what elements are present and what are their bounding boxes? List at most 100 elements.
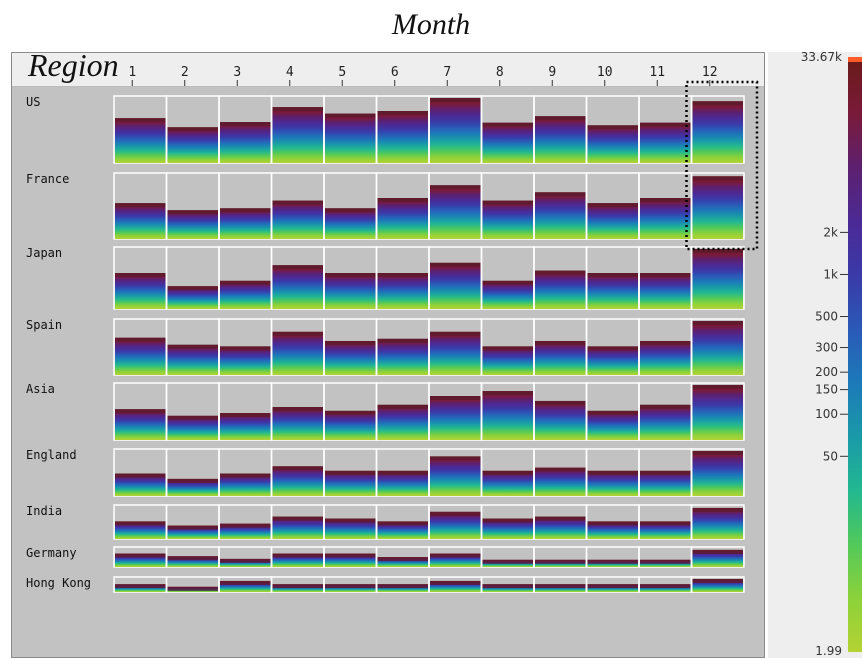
cell-bar[interactable] [325,273,376,309]
cell-bar[interactable] [272,200,324,239]
cell-bar[interactable] [535,116,586,163]
cell-bar[interactable] [272,516,324,539]
cell-bar[interactable] [482,122,534,163]
cell-bar[interactable] [535,340,586,375]
cell-bar[interactable] [482,200,534,239]
row-label: France [26,172,69,186]
cell-bar[interactable] [587,346,639,375]
cell-bar-top [430,98,481,102]
cell-bar[interactable] [640,470,691,496]
cell-bar-top [640,404,691,409]
cell-bar-top [482,346,533,351]
cell-bar[interactable] [640,340,691,375]
cell-bar[interactable] [220,580,271,592]
cell-bar[interactable] [430,396,481,440]
cell-bar[interactable] [640,521,691,539]
cell-bar-top [535,270,586,275]
cell-bar-top [430,262,481,267]
cell-bar[interactable] [692,507,744,539]
cell-bar[interactable] [640,273,691,309]
cell-bar[interactable] [115,337,166,375]
cell-bar[interactable] [430,98,481,163]
cell-bar[interactable] [325,470,376,496]
cell-bar[interactable] [535,192,586,239]
cell-bar[interactable] [167,415,219,440]
cell-bar[interactable] [377,521,429,539]
cell-bar[interactable] [220,122,271,163]
cell-bar-top [692,249,743,253]
cell-bar[interactable] [167,478,219,496]
cell-bar[interactable] [220,280,271,309]
cell-bar[interactable] [482,518,534,539]
cell-bar[interactable] [535,516,586,539]
cell-bar[interactable] [167,127,219,163]
cell-bar[interactable] [220,473,271,497]
cell-bar[interactable] [377,198,429,239]
cell-bar[interactable] [272,331,324,375]
cell-bar[interactable] [587,203,639,239]
legend-tick-label: 300 [815,341,838,355]
cell-bar[interactable] [220,208,271,239]
cell-bar[interactable] [587,273,639,309]
cell-bar[interactable] [325,410,376,440]
cell-bar[interactable] [430,262,481,309]
cell-bar[interactable] [325,208,376,239]
cell-bar[interactable] [115,521,166,539]
cell-bar[interactable] [482,346,534,375]
cell-bar[interactable] [587,470,639,496]
cell-bar[interactable] [482,391,534,440]
cell-bar[interactable] [692,549,744,567]
cell-bar[interactable] [272,407,324,440]
cell-bar[interactable] [587,521,639,539]
cell-bar[interactable] [167,344,219,375]
cell-bar[interactable] [430,185,481,239]
cell-bar[interactable] [377,404,429,440]
cell-bar[interactable] [377,273,429,309]
cell-bar[interactable] [115,273,166,309]
cell-bar[interactable] [535,400,586,440]
cell-bar[interactable] [377,557,429,567]
cell-bar-top [587,584,638,589]
cell-bar[interactable] [482,470,534,496]
cell-bar[interactable] [692,451,744,496]
cell-bar[interactable] [535,270,586,309]
cell-bar[interactable] [220,346,271,375]
cell-bar[interactable] [640,122,691,163]
cell-bar[interactable] [167,556,219,567]
cell-bar[interactable] [325,518,376,539]
cell-bar[interactable] [377,470,429,496]
cell-bar[interactable] [587,125,639,163]
cell-bar[interactable] [430,331,481,375]
cell-bar-top [482,584,533,589]
cell-bar[interactable] [115,409,166,440]
cell-bar[interactable] [430,580,481,592]
cell-bar[interactable] [220,413,271,440]
cell-bar[interactable] [692,101,744,163]
cell-bar[interactable] [692,385,744,440]
cell-bar[interactable] [587,410,639,440]
cell-bar[interactable] [535,467,586,496]
cell-bar-top [430,511,481,516]
cell-bar[interactable] [115,473,166,497]
cell-bar[interactable] [640,198,691,239]
cell-bar[interactable] [167,210,219,239]
cell-bar[interactable] [272,107,324,163]
cell-bar[interactable] [325,113,376,163]
cell-bar[interactable] [430,511,481,539]
cell-bar[interactable] [325,340,376,375]
cell-bar[interactable] [640,404,691,440]
cell-bar[interactable] [272,466,324,496]
cell-bar[interactable] [692,176,744,239]
cell-bar[interactable] [482,280,534,309]
cell-bar[interactable] [377,111,429,163]
cell-bar[interactable] [377,338,429,375]
cell-bar[interactable] [115,118,166,163]
highlight-box [685,80,759,251]
cell-bar[interactable] [692,249,744,309]
cell-bar[interactable] [115,203,166,239]
cell-bar[interactable] [167,286,219,309]
cell-bar[interactable] [692,321,744,375]
cell-bar[interactable] [430,456,481,496]
cell-bar[interactable] [220,558,271,567]
cell-bar[interactable] [272,265,324,309]
